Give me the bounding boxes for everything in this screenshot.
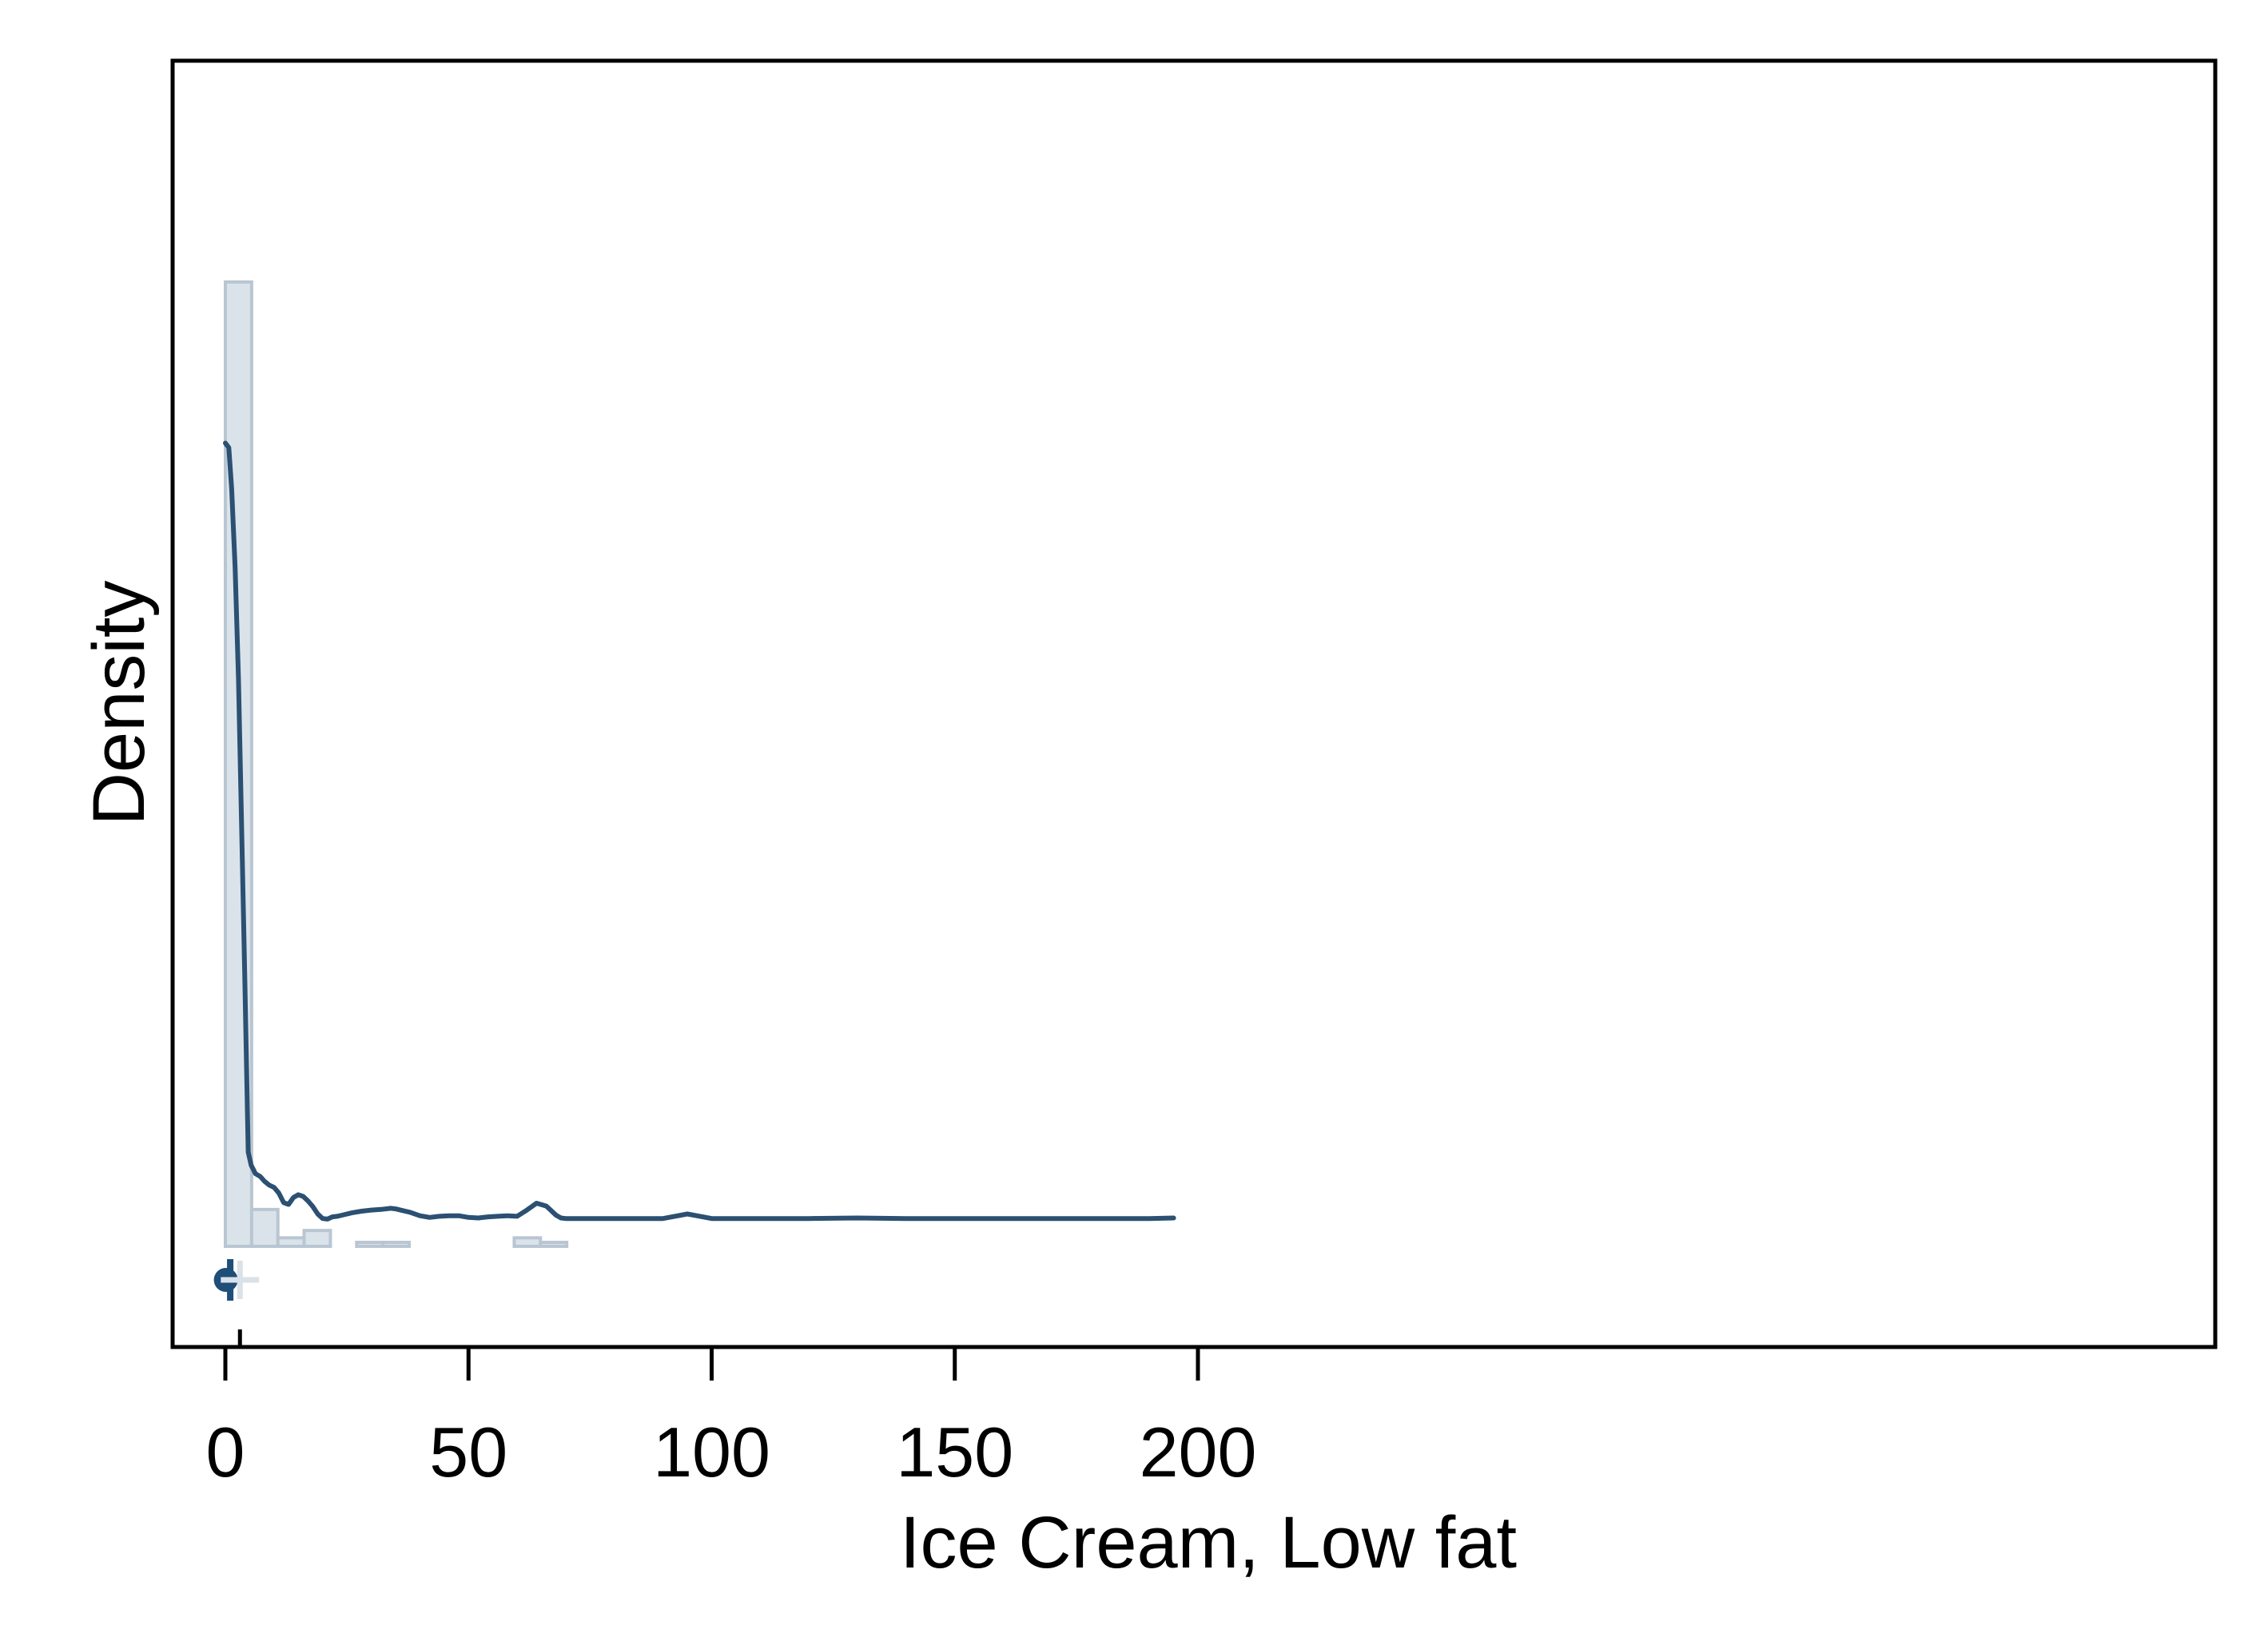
x-tick-label-200: 200 [1140,1413,1257,1492]
histogram-bar-6 [381,1241,412,1249]
x-tick-label-0: 0 [206,1413,245,1492]
histogram-bar-2 [276,1236,306,1248]
x-tick-label-50: 50 [429,1413,507,1492]
histogram-bar-12 [539,1241,569,1249]
x-axis-title: Ice Cream, Low fat [900,1502,1517,1583]
x-axis-ticks: 0 50 100 150 200 [206,1347,1257,1492]
y-axis-title: Density [78,581,160,826]
kde-line [223,440,1176,1222]
x-tick-label-100: 100 [653,1413,770,1492]
kde-curve-layer [223,440,1176,1222]
histogram-bar-0 [224,280,253,1248]
histogram-bars [224,280,569,1249]
histogram-bar-5 [355,1241,385,1249]
x-tick-label-150: 150 [896,1413,1013,1492]
histogram-bar-3 [302,1229,332,1248]
histogram-bar-11 [512,1236,543,1248]
histogram-bar-1 [249,1207,280,1248]
summary-markers [213,1259,260,1347]
